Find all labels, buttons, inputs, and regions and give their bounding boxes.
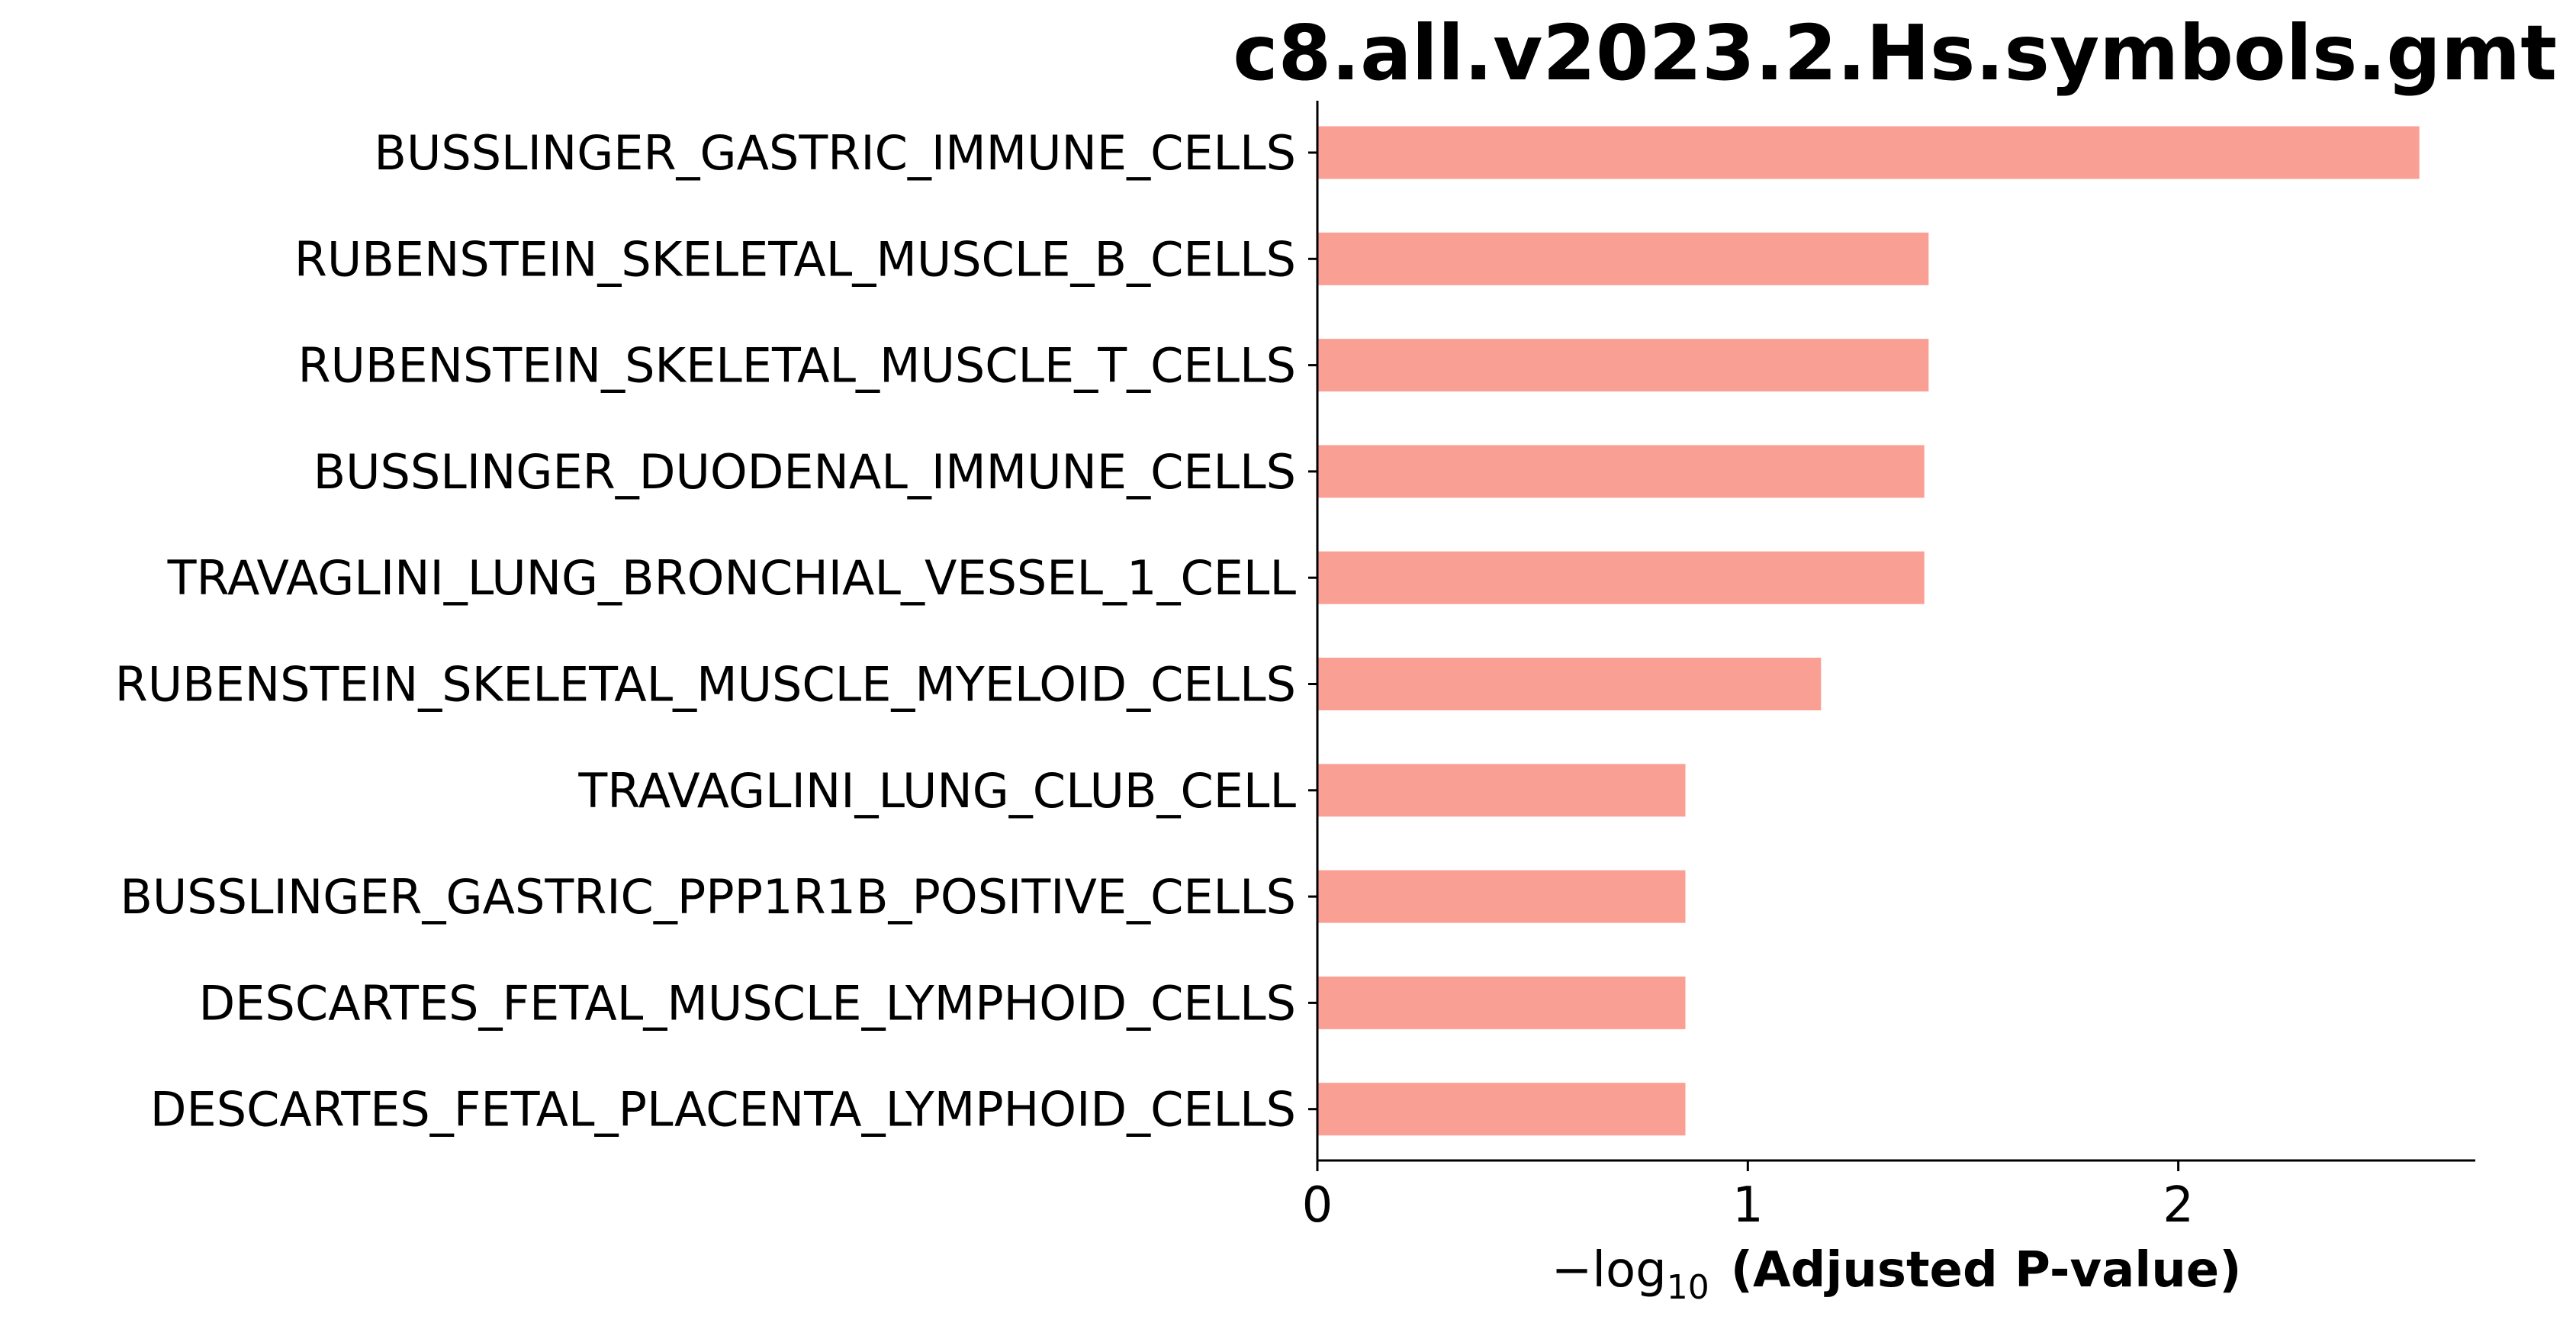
x-tick-label-1: 1 <box>1732 1177 1764 1234</box>
bar-6 <box>1317 658 1822 710</box>
category-label-8: BUSSLINGER_GASTRIC_PPP1R1B_POSITIVE_CELL… <box>120 869 1296 925</box>
chart-title: c8.all.v2023.2.Hs.symbols.gmt <box>1233 8 2557 98</box>
bar-5 <box>1317 551 1925 604</box>
x-axis-label-prefix: −log <box>1552 1242 1667 1299</box>
bar-2 <box>1317 232 1929 285</box>
category-label-7: TRAVAGLINI_LUNG_CLUB_CELL <box>577 763 1296 819</box>
category-label-3: RUBENSTEIN_SKELETAL_MUSCLE_T_CELLS <box>297 338 1296 394</box>
bar-4 <box>1317 445 1925 498</box>
x-axis-label-subscript: 10 <box>1667 1268 1709 1307</box>
category-label-10: DESCARTES_FETAL_PLACENTA_LYMPHOID_CELLS <box>150 1082 1296 1138</box>
bar-10 <box>1317 1083 1686 1136</box>
category-label-5: TRAVAGLINI_LUNG_BRONCHIAL_VESSEL_1_CELL <box>167 550 1297 606</box>
bar-8 <box>1317 870 1686 923</box>
x-axis-label-suffix: (Adjusted P-value) <box>1731 1242 2242 1299</box>
category-label-9: DESCARTES_FETAL_MUSCLE_LYMPHOID_CELLS <box>199 975 1296 1031</box>
bars-layer <box>1317 126 2420 1136</box>
x-axis-label: −log10 (Adjusted P-value) <box>1552 1242 2242 1307</box>
bar-3 <box>1317 339 1929 392</box>
category-label-2: RUBENSTEIN_SKELETAL_MUSCLE_B_CELLS <box>294 231 1296 287</box>
category-label-4: BUSSLINGER_DUODENAL_IMMUNE_CELLS <box>314 444 1296 500</box>
category-label-6: RUBENSTEIN_SKELETAL_MUSCLE_MYELOID_CELLS <box>115 657 1296 713</box>
x-tick-label-2: 2 <box>2163 1177 2194 1234</box>
category-label-1: BUSSLINGER_GASTRIC_IMMUNE_CELLS <box>374 125 1296 181</box>
bar-1 <box>1317 126 2420 179</box>
category-labels: BUSSLINGER_GASTRIC_IMMUNE_CELLS RUBENSTEI… <box>115 125 1317 1138</box>
x-ticks: 0 1 2 <box>1302 1160 2194 1234</box>
bar-7 <box>1317 764 1686 817</box>
x-tick-label-0: 0 <box>1302 1177 1333 1234</box>
bar-9 <box>1317 976 1686 1029</box>
